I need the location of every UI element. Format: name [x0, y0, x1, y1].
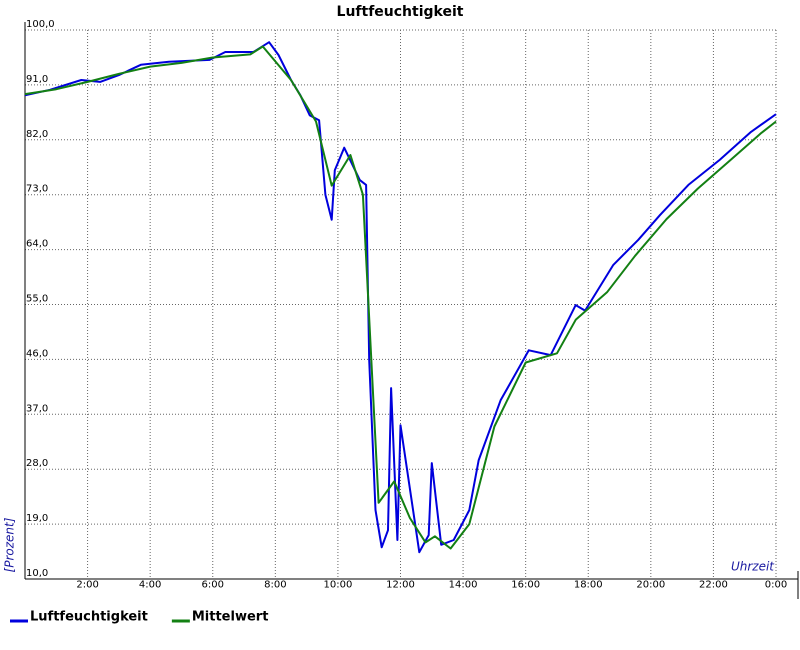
legend-label: Luftfeuchtigkeit — [30, 610, 148, 625]
x-tick-label: 8:00 — [264, 579, 286, 590]
x-tick-label: 6:00 — [202, 579, 224, 590]
y-tick-label: 28,0 — [26, 458, 48, 469]
y-tick-label: 91,0 — [26, 74, 48, 85]
y-tick-label: 73,0 — [26, 184, 48, 195]
y-tick-label: 19,0 — [26, 513, 48, 524]
legend-label: Mittelwert — [192, 610, 269, 625]
x-tick-label: 16:00 — [511, 579, 540, 590]
y-tick-label: 46,0 — [26, 348, 48, 359]
x-tick-label: 22:00 — [699, 579, 728, 590]
x-axis-label: Uhrzeit — [731, 560, 775, 574]
y-tick-label: 64,0 — [26, 239, 48, 250]
x-tick-label: 0:00 — [765, 579, 787, 590]
x-tick-label: 4:00 — [139, 579, 161, 590]
chart-title: Luftfeuchtigkeit — [337, 4, 464, 20]
y-axis-label: [Prozent] — [3, 517, 17, 572]
x-tick-label: 12:00 — [386, 579, 415, 590]
y-tick-label: 55,0 — [26, 294, 48, 305]
data-line — [24, 45, 777, 550]
y-tick-label: 82,0 — [26, 129, 48, 140]
x-tick-label: 2:00 — [76, 579, 98, 590]
data-line — [24, 41, 777, 554]
y-tick-label: 37,0 — [26, 403, 48, 414]
x-tick-label: 10:00 — [324, 579, 353, 590]
x-tick-label: 14:00 — [449, 579, 478, 590]
x-tick-label: 18:00 — [574, 579, 603, 590]
y-tick-label: 100,0 — [26, 19, 55, 30]
y-tick-label: 10,0 — [26, 568, 48, 579]
x-tick-label: 20:00 — [636, 579, 665, 590]
